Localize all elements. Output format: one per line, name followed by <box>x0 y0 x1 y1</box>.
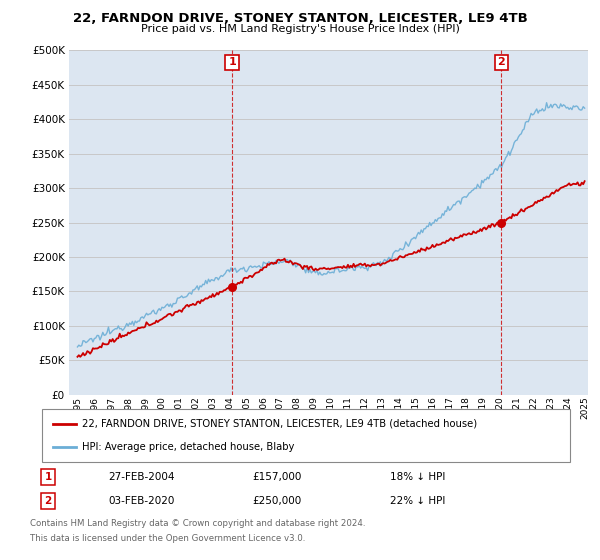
Text: 2: 2 <box>497 57 505 67</box>
Text: £250,000: £250,000 <box>252 496 301 506</box>
Text: 1: 1 <box>228 57 236 67</box>
Text: 03-FEB-2020: 03-FEB-2020 <box>108 496 175 506</box>
Text: 18% ↓ HPI: 18% ↓ HPI <box>390 472 445 482</box>
FancyBboxPatch shape <box>42 409 570 462</box>
Text: 22, FARNDON DRIVE, STONEY STANTON, LEICESTER, LE9 4TB: 22, FARNDON DRIVE, STONEY STANTON, LEICE… <box>73 12 527 25</box>
Text: 27-FEB-2004: 27-FEB-2004 <box>108 472 175 482</box>
Text: 2: 2 <box>44 496 52 506</box>
Text: HPI: Average price, detached house, Blaby: HPI: Average price, detached house, Blab… <box>82 442 294 452</box>
Text: 1: 1 <box>44 472 52 482</box>
Text: 22, FARNDON DRIVE, STONEY STANTON, LEICESTER, LE9 4TB (detached house): 22, FARNDON DRIVE, STONEY STANTON, LEICE… <box>82 419 477 429</box>
Text: 22% ↓ HPI: 22% ↓ HPI <box>390 496 445 506</box>
Text: This data is licensed under the Open Government Licence v3.0.: This data is licensed under the Open Gov… <box>30 534 305 543</box>
Text: Price paid vs. HM Land Registry's House Price Index (HPI): Price paid vs. HM Land Registry's House … <box>140 24 460 34</box>
Text: £157,000: £157,000 <box>252 472 301 482</box>
Text: Contains HM Land Registry data © Crown copyright and database right 2024.: Contains HM Land Registry data © Crown c… <box>30 519 365 528</box>
